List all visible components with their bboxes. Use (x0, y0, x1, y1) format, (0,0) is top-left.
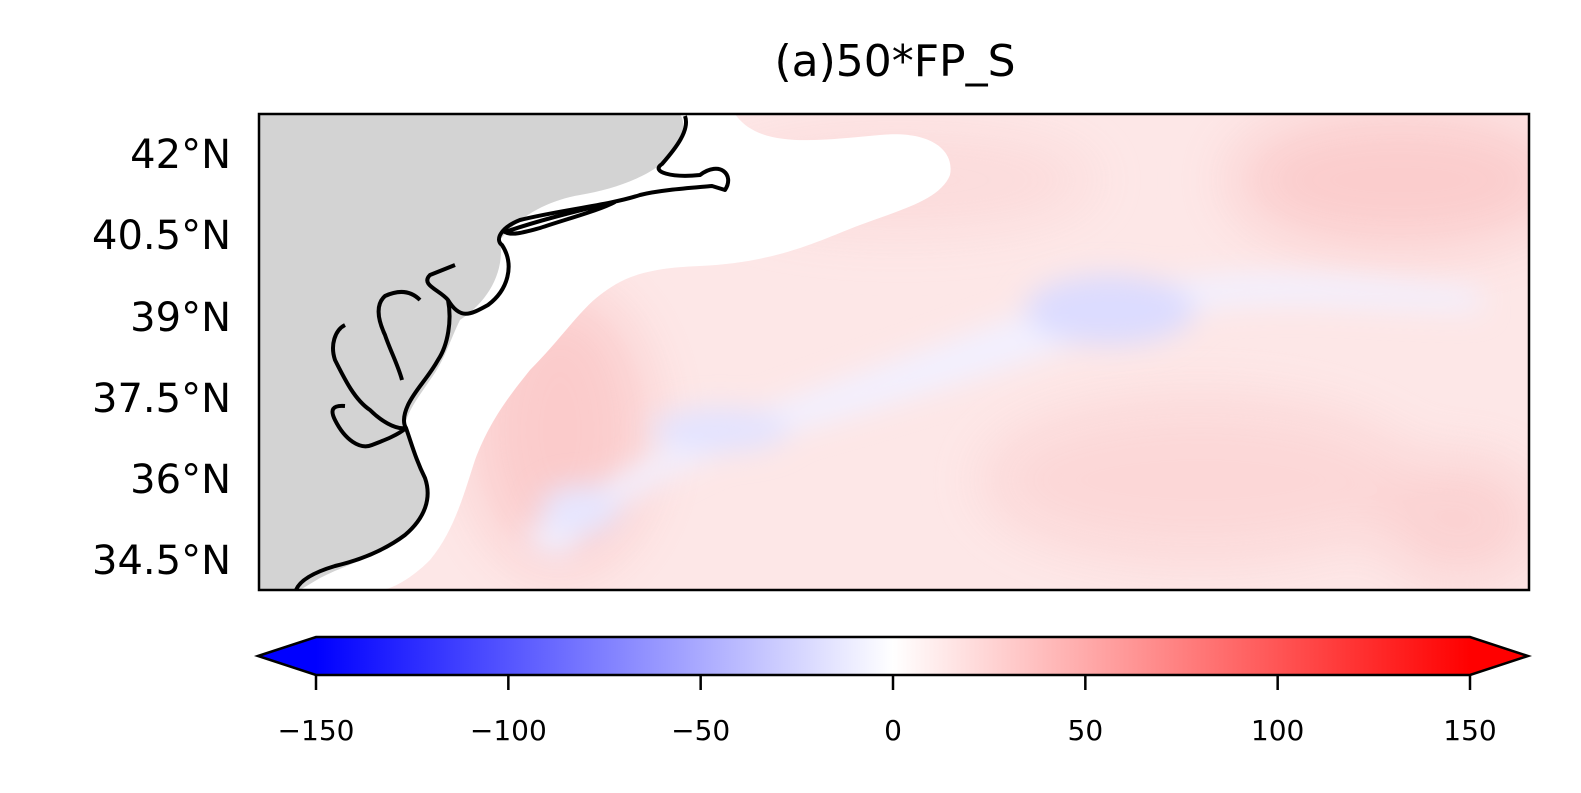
colorbar-extend-low (258, 637, 316, 675)
colorbar-ticks (314, 675, 1472, 690)
colorbar-extend-high (1470, 637, 1528, 675)
colorbar-tick-label: −100 (469, 714, 547, 747)
y-tick-label: 37.5°N (92, 375, 231, 422)
colorbar-tick-label: −50 (671, 714, 731, 747)
y-tick-label: 34.5°N (92, 537, 231, 584)
colorbar-body (316, 637, 1470, 675)
land-mass (259, 114, 684, 590)
y-tick-label: 39°N (130, 294, 231, 341)
negative-anomaly-band (520, 274, 1480, 560)
chart-title: (a)50*FP_S (774, 36, 1016, 87)
colorbar-tick-label: 100 (1250, 714, 1305, 747)
long-island-coast (500, 200, 616, 236)
y-tick-label: 40.5°N (92, 213, 231, 260)
y-tick-label: 36°N (130, 456, 231, 503)
map-panel (259, 114, 1529, 590)
colorbar-tick-label: 150 (1443, 714, 1497, 747)
map-frame (257, 112, 1531, 592)
y-tick-label: 42°N (130, 132, 231, 179)
colorbar (253, 635, 1533, 690)
colorbar-tick-label: −150 (277, 714, 355, 747)
colorbar-tick-label: 50 (1067, 714, 1104, 747)
colorbar-tick-label: 0 (884, 714, 902, 747)
